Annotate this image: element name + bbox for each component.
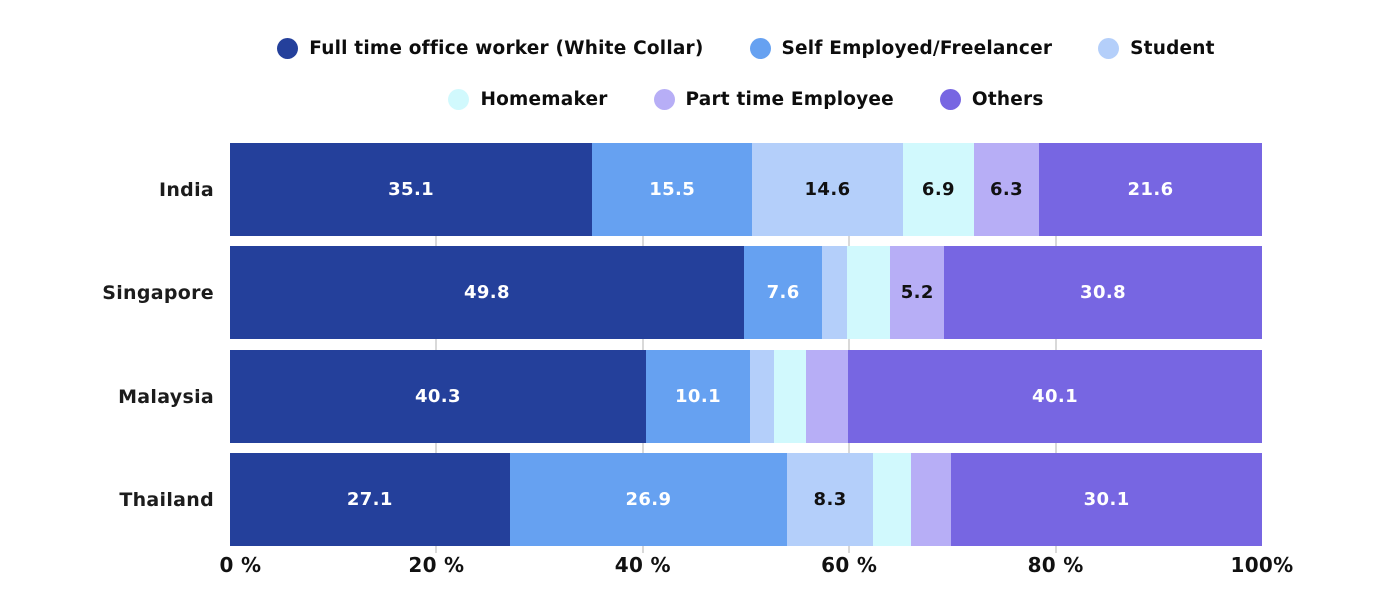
stacked-bar-malaysia: 40.3 10.1 40.1 — [230, 350, 1262, 443]
gridline-80 — [1054, 143, 1057, 553]
legend-dot-part-time-employee — [653, 89, 675, 110]
segment-malaysia-part-time-employee[interactable] — [805, 350, 849, 443]
legend-dot-student — [1098, 38, 1120, 59]
legend-item-full-time-office-worker-white-collar[interactable]: Full time office worker (White Collar) — [277, 38, 703, 59]
segment-thailand-full-time-office-worker-white-collar[interactable]: 27.1 — [230, 453, 510, 546]
bar-row-thailand: Thailand 27.1 26.9 8.3 30.1 — [119, 453, 1262, 546]
category-label-singapore: Singapore — [102, 281, 214, 304]
segment-thailand-part-time-employee[interactable] — [911, 453, 952, 546]
legend-item-part-time-employee[interactable]: Part time Employee — [653, 89, 894, 110]
x-tick-100: 100% — [1230, 553, 1294, 577]
legend-label: Homemaker — [480, 89, 608, 110]
segment-malaysia-homemaker[interactable] — [773, 350, 806, 443]
segment-thailand-homemaker[interactable] — [872, 453, 912, 546]
gridline-60 — [848, 143, 851, 553]
segment-singapore-part-time-employee[interactable]: 5.2 — [890, 246, 945, 339]
segment-thailand-self-employed-freelancer[interactable]: 26.9 — [509, 453, 788, 546]
legend-item-self-employed-freelancer[interactable]: Self Employed/Freelancer — [749, 38, 1053, 59]
gridline-40 — [641, 143, 644, 553]
legend-row-1: Full time office worker (White Collar) Se… — [230, 38, 1262, 59]
segment-thailand-others[interactable]: 30.1 — [951, 453, 1262, 546]
legend-row-2: Homemaker Part time Employee Others — [230, 89, 1262, 110]
legend-item-others[interactable]: Others — [939, 89, 1044, 110]
segment-malaysia-others[interactable]: 40.1 — [848, 350, 1262, 443]
segment-singapore-others[interactable]: 30.8 — [944, 246, 1262, 339]
stacked-bar-india: 35.1 15.5 14.6 6.9 6.3 21.6 — [230, 143, 1262, 236]
stacked-bar-thailand: 27.1 26.9 8.3 30.1 — [230, 453, 1262, 546]
legend-label: Full time office worker (White Collar) — [309, 38, 704, 59]
segment-india-student[interactable]: 14.6 — [752, 143, 903, 236]
segment-malaysia-full-time-office-worker-white-collar[interactable]: 40.3 — [230, 350, 646, 443]
segment-india-full-time-office-worker-white-collar[interactable]: 35.1 — [230, 143, 593, 236]
category-label-india: India — [158, 178, 214, 201]
legend-dot-self-employed-freelancer — [749, 38, 771, 59]
segment-singapore-homemaker[interactable] — [847, 246, 891, 339]
legend-dot-others — [939, 89, 961, 110]
legend-label: Others — [971, 89, 1044, 110]
legend-item-student[interactable]: Student — [1098, 38, 1215, 59]
segment-india-part-time-employee[interactable]: 6.3 — [974, 143, 1040, 236]
x-tick-60: 60 % — [821, 553, 878, 577]
x-tick-40: 40 % — [614, 553, 671, 577]
segment-singapore-student[interactable] — [822, 246, 848, 339]
legend-label: Student — [1130, 38, 1215, 59]
category-label-thailand: Thailand — [119, 488, 214, 511]
legend-label: Self Employed/Freelancer — [781, 38, 1053, 59]
bar-row-singapore: Singapore 49.8 7.6 5.2 30.8 — [102, 246, 1262, 339]
x-tick-80: 80 % — [1027, 553, 1084, 577]
legend-item-homemaker[interactable]: Homemaker — [448, 89, 607, 110]
segment-india-self-employed-freelancer[interactable]: 15.5 — [592, 143, 753, 236]
category-label-malaysia: Malaysia — [118, 385, 214, 408]
stacked-bar-singapore: 49.8 7.6 5.2 30.8 — [230, 246, 1262, 339]
segment-india-others[interactable]: 21.6 — [1039, 143, 1262, 236]
segment-singapore-full-time-office-worker-white-collar[interactable]: 49.8 — [230, 246, 744, 339]
segment-thailand-student[interactable]: 8.3 — [787, 453, 873, 546]
segment-singapore-self-employed-freelancer[interactable]: 7.6 — [743, 246, 823, 339]
segment-malaysia-self-employed-freelancer[interactable]: 10.1 — [645, 350, 751, 443]
bar-row-malaysia: Malaysia 40.3 10.1 40.1 — [118, 350, 1262, 443]
legend-dot-homemaker — [448, 89, 470, 110]
x-axis: 0 % 20 % 40 % 60 % 80 % 100% — [220, 553, 1294, 583]
legend-dot-full-time-office-worker-white-collar — [277, 38, 299, 59]
bar-row-india: India 35.1 15.5 14.6 6.9 6.3 21.6 — [159, 143, 1262, 236]
segment-india-homemaker[interactable]: 6.9 — [902, 143, 975, 236]
plot-area: India 35.1 15.5 14.6 6.9 6.3 21.6 Singapore 49.8… — [102, 143, 1262, 553]
x-tick-20: 20 % — [408, 553, 465, 577]
gridline-20 — [435, 143, 438, 553]
legend-label: Part time Employee — [685, 89, 894, 110]
segment-malaysia-student[interactable] — [750, 350, 774, 443]
legend: Full time office worker (White Collar) Se… — [230, 38, 1262, 110]
x-tick-0: 0 % — [219, 553, 262, 577]
